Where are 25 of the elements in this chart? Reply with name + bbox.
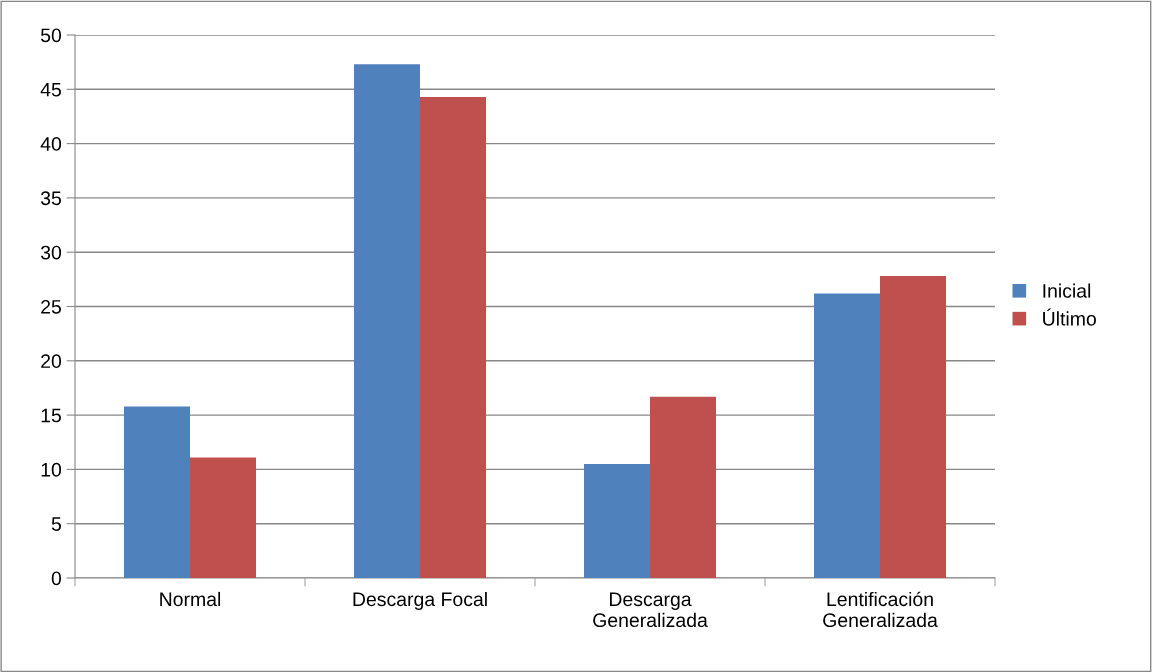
legend-label: Último bbox=[1043, 308, 1096, 326]
x-tick-label: Descarga Focal bbox=[353, 591, 487, 611]
y-tick-label: 45 bbox=[40, 82, 61, 97]
y-tick-label: 50 bbox=[40, 28, 62, 43]
bar bbox=[650, 396, 717, 578]
y-tick-label: 20 bbox=[41, 354, 62, 369]
y-tick-label: 0 bbox=[51, 571, 62, 586]
y-tick-label: 40 bbox=[40, 137, 62, 151]
bar bbox=[353, 64, 420, 578]
y-tick-label: 25 bbox=[41, 299, 61, 314]
legend-label: Inicial bbox=[1043, 283, 1091, 298]
y-tick-label: 30 bbox=[40, 245, 62, 260]
y-tick-label: 15 bbox=[41, 408, 61, 423]
x-tick-label: Descarga Generalizada bbox=[593, 592, 708, 628]
y-tick-label: 35 bbox=[40, 191, 61, 206]
bar bbox=[420, 96, 487, 578]
y-tick-label: 10 bbox=[41, 462, 62, 477]
y-tick-label: 5 bbox=[51, 517, 61, 531]
bar bbox=[880, 276, 947, 578]
x-tick-label: Lentificación Generalizada bbox=[823, 591, 938, 628]
bar bbox=[123, 406, 190, 578]
bar bbox=[583, 463, 650, 578]
bar bbox=[190, 457, 257, 578]
x-tick-label: Normal bbox=[160, 591, 221, 607]
bar bbox=[813, 293, 880, 578]
